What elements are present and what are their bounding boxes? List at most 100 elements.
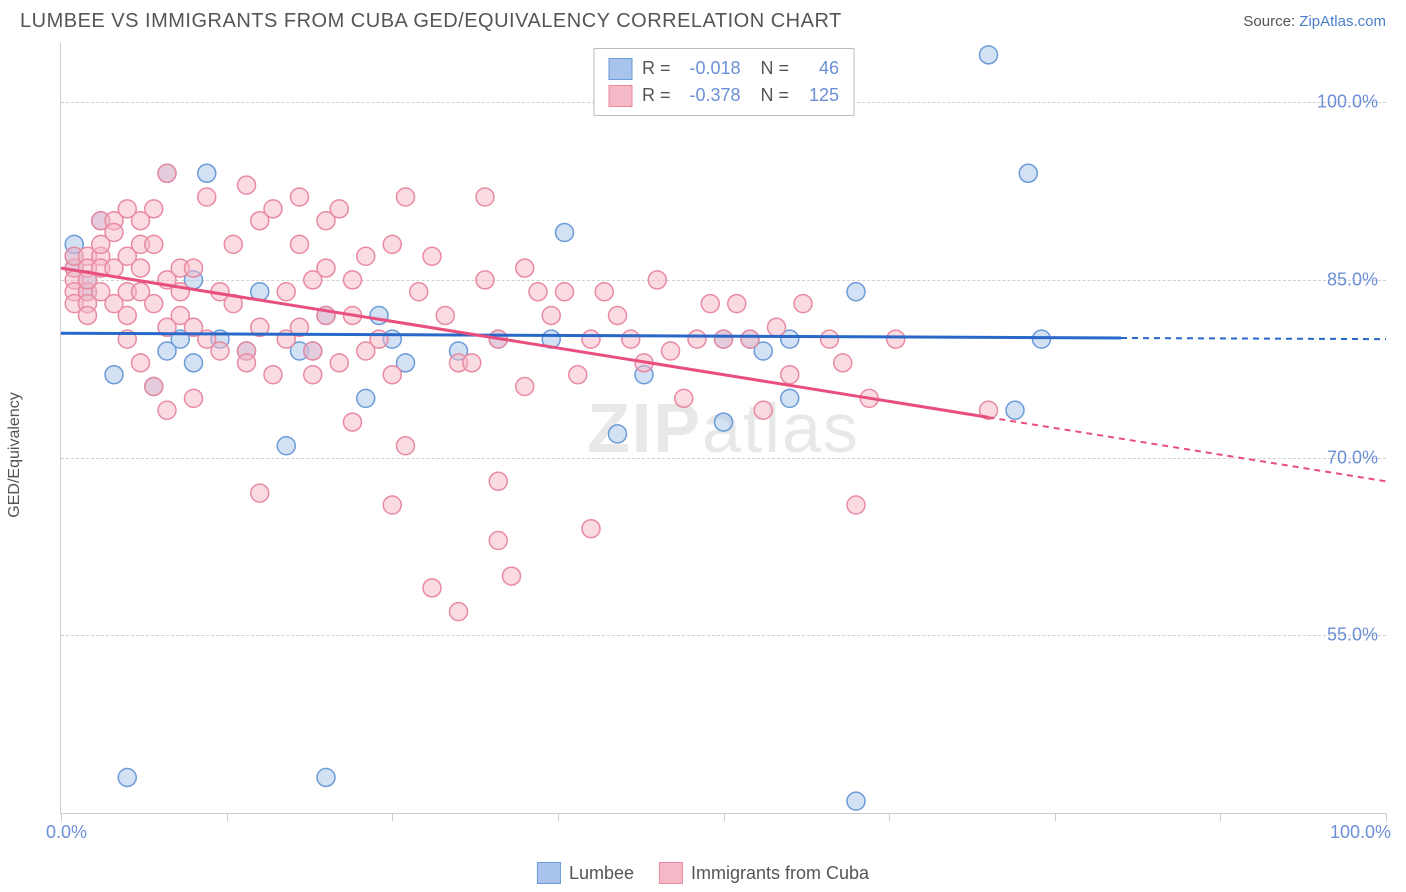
scatter-svg (61, 43, 1386, 813)
x-tick (1055, 813, 1056, 821)
data-point (79, 306, 97, 324)
data-point (741, 330, 759, 348)
data-point (503, 567, 521, 585)
data-point (556, 224, 574, 242)
data-point (847, 496, 865, 514)
legend-N-value: 46 (799, 55, 839, 82)
data-point (238, 176, 256, 194)
x-tick (392, 813, 393, 821)
data-point (264, 366, 282, 384)
chart-header: LUMBEE VS IMMIGRANTS FROM CUBA GED/EQUIV… (0, 0, 1406, 38)
data-point (715, 330, 733, 348)
data-point (662, 342, 680, 360)
data-point (344, 271, 362, 289)
data-point (277, 437, 295, 455)
data-point (516, 378, 534, 396)
series-legend-item: Immigrants from Cuba (659, 862, 869, 884)
data-point (542, 306, 560, 324)
legend-swatch (659, 862, 683, 884)
data-point (609, 425, 627, 443)
series-legend-item: Lumbee (537, 862, 634, 884)
data-point (330, 200, 348, 218)
data-point (291, 235, 309, 253)
data-point (132, 259, 150, 277)
data-point (582, 330, 600, 348)
data-point (304, 366, 322, 384)
x-tick (889, 813, 890, 821)
data-point (185, 259, 203, 277)
trend-line-dashed (989, 417, 1387, 481)
data-point (436, 306, 454, 324)
source-link[interactable]: ZipAtlas.com (1299, 13, 1386, 30)
data-point (383, 496, 401, 514)
data-point (383, 366, 401, 384)
x-tick (1386, 813, 1387, 821)
data-point (317, 259, 335, 277)
legend-R-value: -0.378 (681, 82, 741, 109)
data-point (145, 295, 163, 313)
data-point (238, 354, 256, 372)
data-point (145, 378, 163, 396)
data-point (317, 768, 335, 786)
data-point (648, 271, 666, 289)
correlation-legend: R = -0.018 N = 46R = -0.378 N = 125 (593, 48, 854, 116)
data-point (158, 401, 176, 419)
legend-R-value: -0.018 (681, 55, 741, 82)
data-point (834, 354, 852, 372)
data-point (118, 768, 136, 786)
data-point (569, 366, 587, 384)
data-point (397, 437, 415, 455)
legend-R-label: R = (642, 55, 671, 82)
data-point (145, 200, 163, 218)
legend-swatch (537, 862, 561, 884)
data-point (688, 330, 706, 348)
data-point (397, 188, 415, 206)
data-point (847, 283, 865, 301)
data-point (489, 532, 507, 550)
data-point (794, 295, 812, 313)
series-name: Lumbee (569, 863, 634, 884)
data-point (132, 354, 150, 372)
data-point (1006, 401, 1024, 419)
legend-swatch (608, 85, 632, 107)
data-point (357, 389, 375, 407)
data-point (145, 235, 163, 253)
legend-N-value: 125 (799, 82, 839, 109)
data-point (185, 354, 203, 372)
series-legend: Lumbee Immigrants from Cuba (537, 862, 869, 884)
legend-N-label: N = (761, 82, 790, 109)
data-point (463, 354, 481, 372)
data-point (423, 247, 441, 265)
data-point (105, 366, 123, 384)
x-tick (61, 813, 62, 821)
data-point (847, 792, 865, 810)
data-point (264, 200, 282, 218)
data-point (357, 247, 375, 265)
data-point (370, 330, 388, 348)
data-point (609, 306, 627, 324)
series-name: Immigrants from Cuba (691, 863, 869, 884)
data-point (675, 389, 693, 407)
data-point (476, 271, 494, 289)
data-point (556, 283, 574, 301)
legend-row: R = -0.018 N = 46 (608, 55, 839, 82)
legend-N-label: N = (761, 55, 790, 82)
data-point (330, 354, 348, 372)
x-min-label: 0.0% (46, 822, 87, 843)
y-axis-label: GED/Equivalency (6, 392, 24, 517)
data-point (622, 330, 640, 348)
data-point (118, 306, 136, 324)
data-point (701, 295, 719, 313)
data-point (489, 472, 507, 490)
data-point (224, 235, 242, 253)
data-point (476, 188, 494, 206)
data-point (344, 413, 362, 431)
data-point (410, 283, 428, 301)
x-tick (558, 813, 559, 821)
data-point (211, 342, 229, 360)
data-point (887, 330, 905, 348)
data-point (1033, 330, 1051, 348)
data-point (781, 389, 799, 407)
x-max-label: 100.0% (1330, 822, 1391, 843)
data-point (529, 283, 547, 301)
